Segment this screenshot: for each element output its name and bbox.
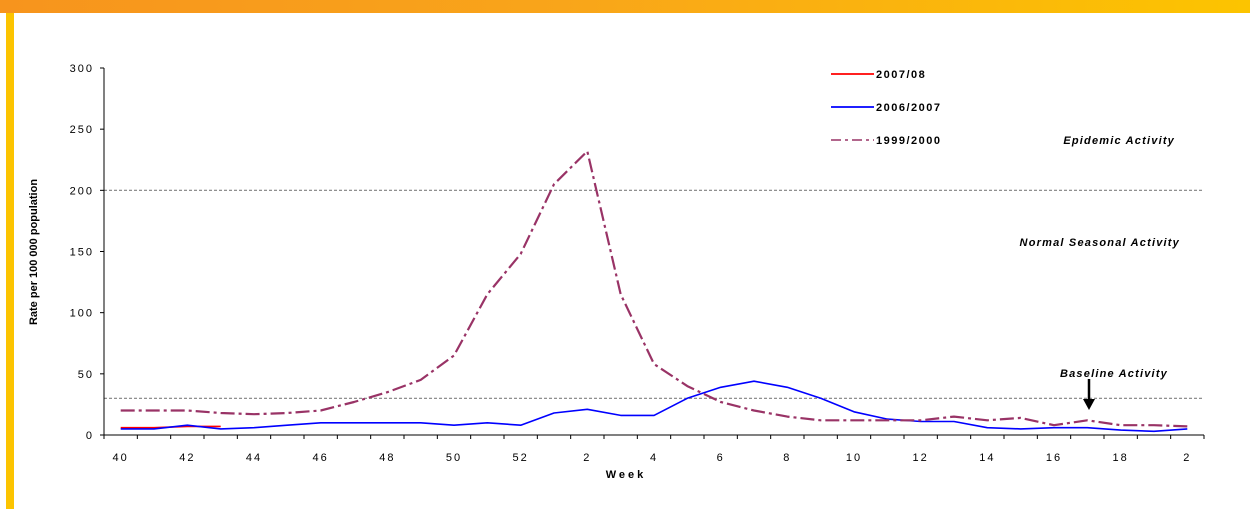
- x-tick-label: 12: [913, 452, 929, 464]
- x-tick-label: 18: [1113, 452, 1129, 464]
- epidemic-activity-label: Epidemic Activity: [1063, 135, 1175, 147]
- series-line-1: [120, 380, 1188, 433]
- top-banner: [0, 0, 1250, 13]
- legend: 2007/08 2006/2007 1999/2000: [831, 69, 942, 147]
- series-line-2: [120, 150, 1188, 428]
- x-tick-label: 4: [650, 452, 658, 464]
- y-tick-labels: 0 50 100 150 200 250 300: [70, 63, 94, 442]
- threshold-lines: [104, 189, 1204, 399]
- y-tick-label: 300: [70, 63, 94, 75]
- series-lines: [120, 150, 1188, 433]
- baseline-activity-label: Baseline Activity: [1060, 368, 1168, 380]
- y-axis-title: Rate per 100 000 population: [28, 179, 40, 325]
- x-tick-label: 16: [1046, 452, 1062, 464]
- y-tick-label: 250: [70, 124, 94, 136]
- y-tick-label: 100: [70, 308, 94, 320]
- y-tick-label: 0: [86, 430, 94, 442]
- baseline-arrow-icon: [1083, 379, 1095, 410]
- axes: [100, 67, 1205, 439]
- x-tick-label: 46: [313, 452, 329, 464]
- x-tick-label: 40: [113, 452, 129, 464]
- x-tick-label: 10: [846, 452, 862, 464]
- y-tick-label: 50: [78, 369, 94, 381]
- x-tick-label: 44: [246, 452, 262, 464]
- x-tick-label: 2: [583, 452, 591, 464]
- y-tick-label: 150: [70, 247, 94, 259]
- x-tick-label: 8: [783, 452, 791, 464]
- x-tick-label: 14: [979, 452, 995, 464]
- x-tick-label: 50: [446, 452, 462, 464]
- x-tick-label: 2: [1183, 452, 1191, 464]
- x-axis-title: Week: [606, 469, 647, 481]
- legend-label-0: 2007/08: [876, 69, 926, 81]
- left-accent-bar: [6, 13, 14, 509]
- normal-seasonal-activity-label: Normal Seasonal Activity: [1020, 237, 1180, 249]
- x-tick-label: 52: [513, 452, 529, 464]
- x-tick-labels: 40 42 44 46 48 50 52 2 4 6 8 10 12 14 16 18 2: [113, 452, 1191, 464]
- legend-label-1: 2006/2007: [876, 102, 942, 114]
- x-tick-label: 6: [717, 452, 725, 464]
- x-tick-label: 42: [179, 452, 195, 464]
- legend-label-2: 1999/2000: [876, 135, 942, 147]
- y-tick-label: 200: [70, 185, 94, 197]
- x-tick-label: 48: [379, 452, 395, 464]
